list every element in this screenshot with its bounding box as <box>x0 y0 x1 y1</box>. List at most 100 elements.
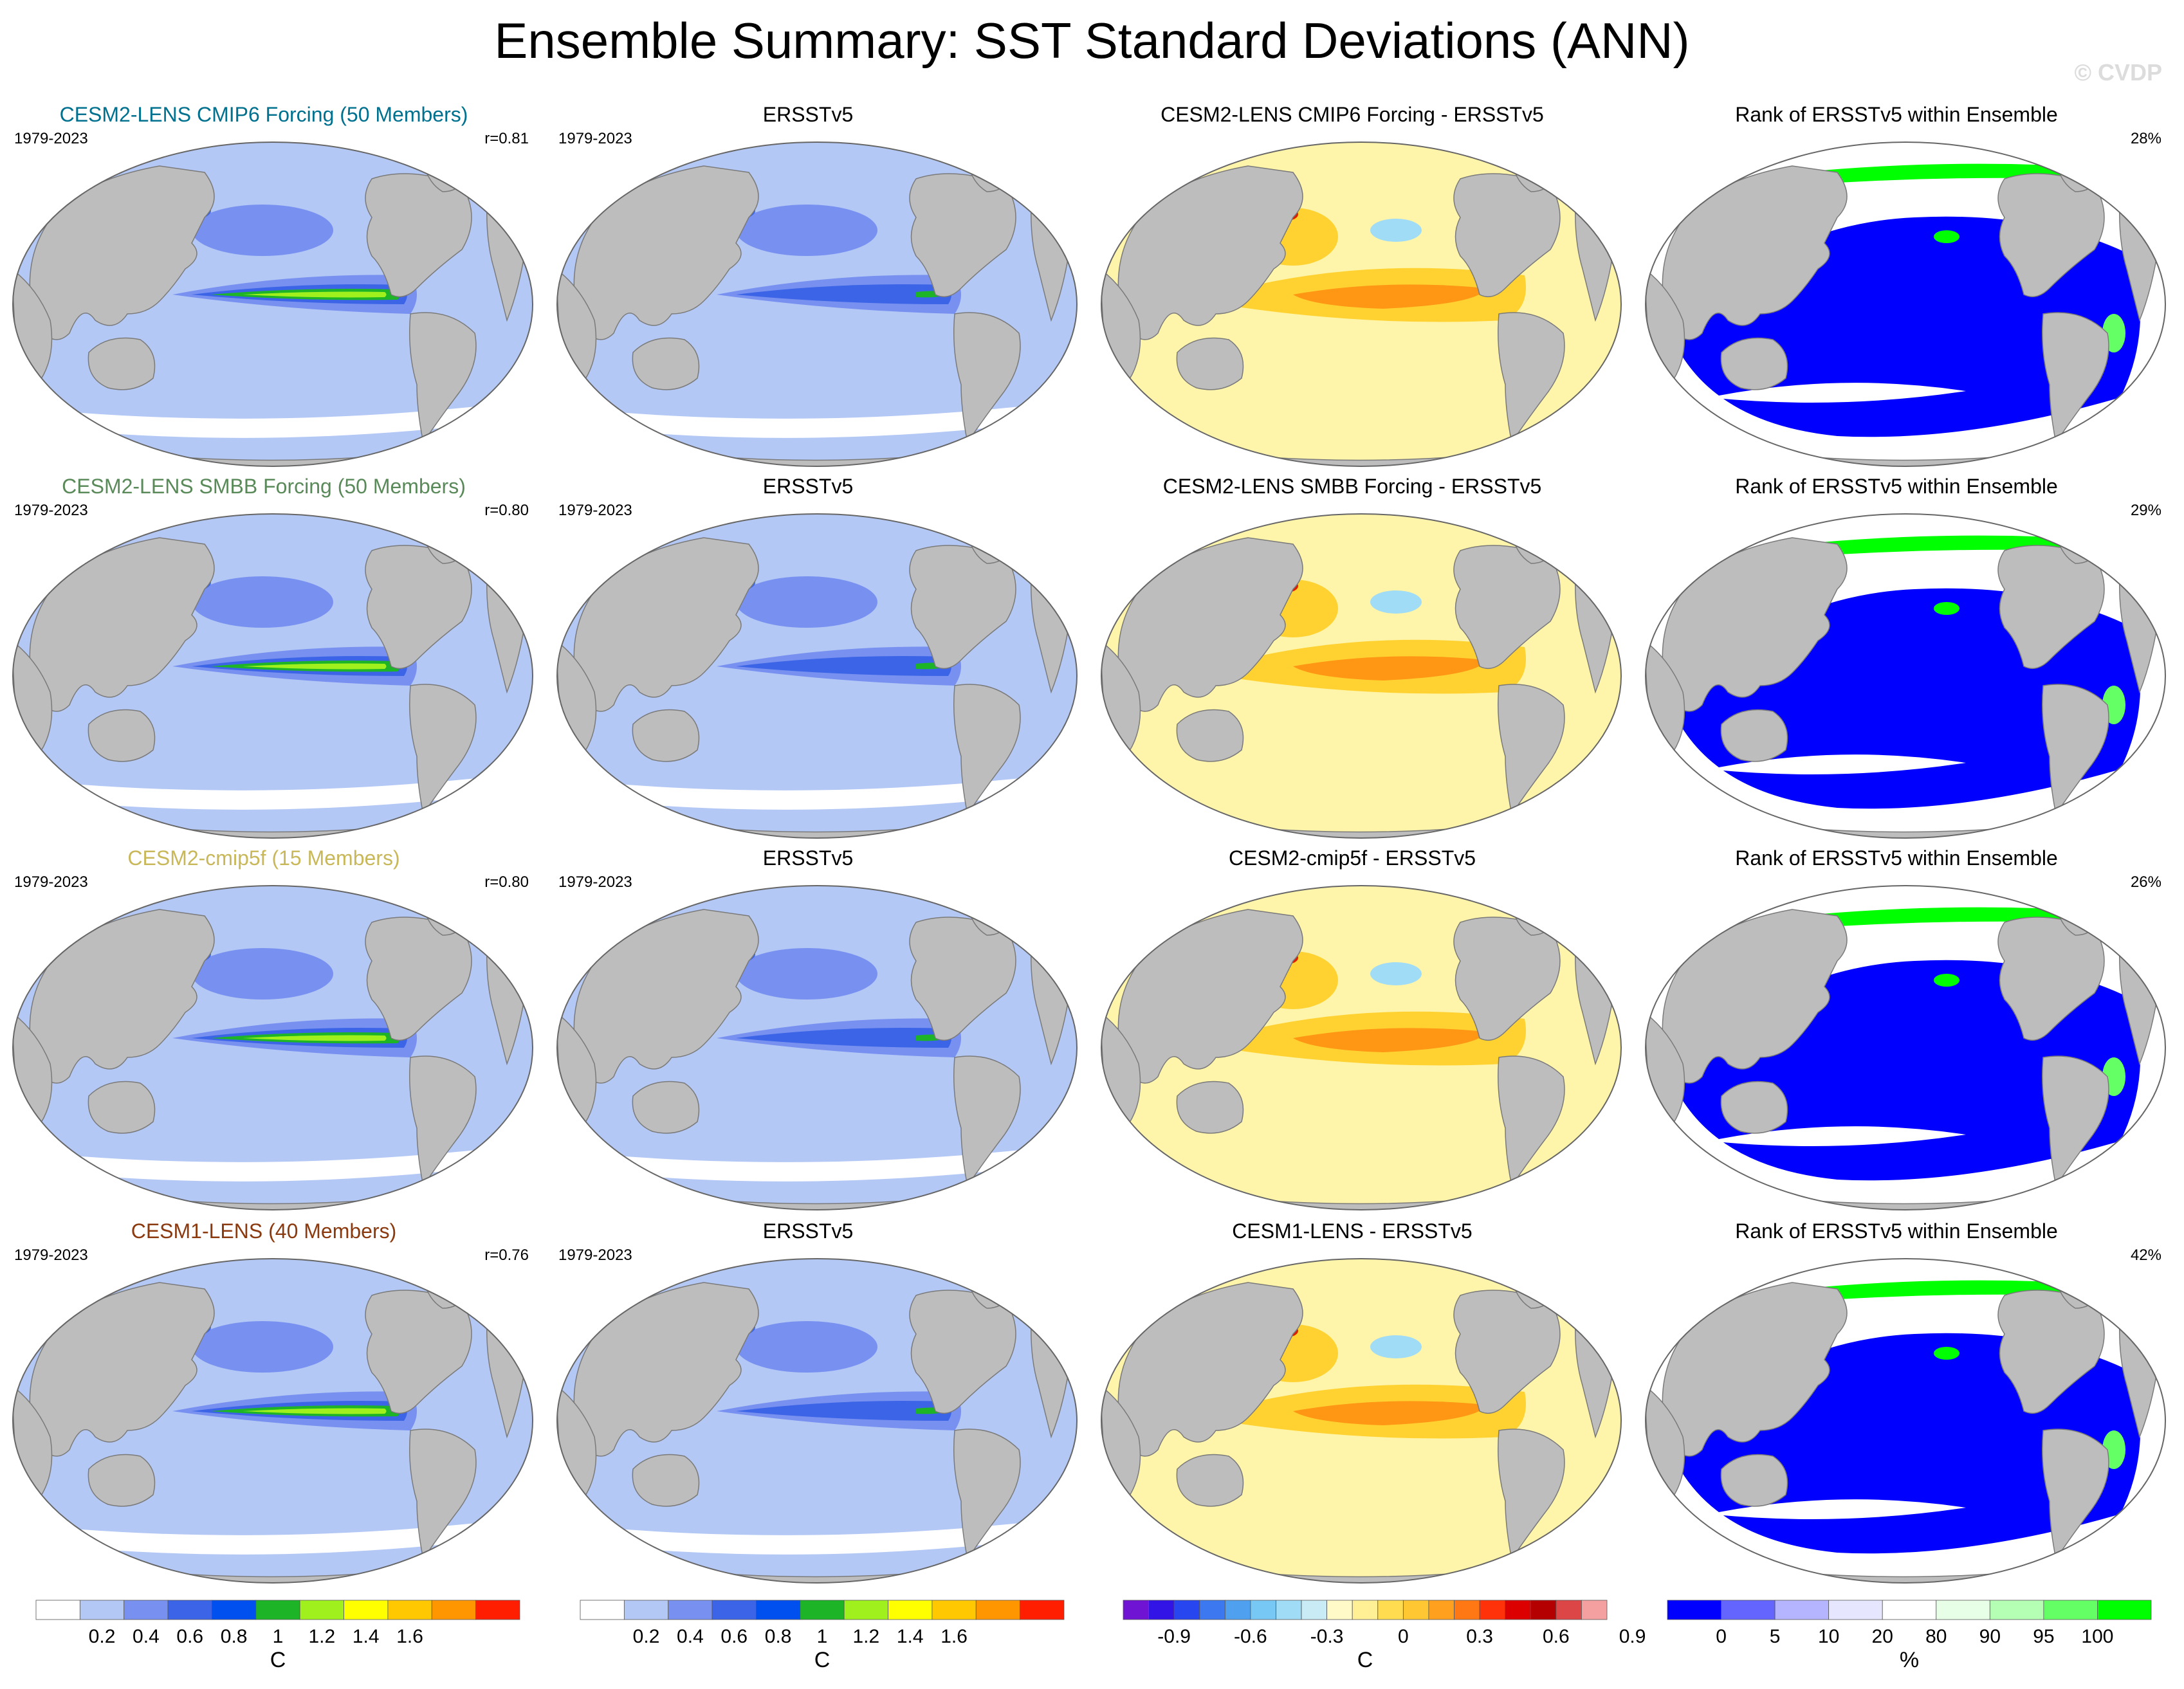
map-r2-obs-land-samerica <box>953 1055 1021 1187</box>
map-r0-diff-gulfstream-bias <box>1566 166 1586 192</box>
colorbar-0-tick: 0.4 <box>133 1626 160 1647</box>
colorbar-2-swatch <box>1505 1600 1531 1620</box>
colorbar-3-tick: 5 <box>1770 1626 1781 1647</box>
colorbar-1-swatch <box>843 1600 888 1620</box>
colorbar-2-swatch <box>1301 1600 1328 1620</box>
colorbar-2-swatch <box>1530 1600 1557 1620</box>
map-r0-obs-npacific-band <box>736 205 877 256</box>
map-r0-ensemble <box>12 142 534 467</box>
map-r1-ensemble <box>12 513 534 839</box>
colorbar-2-swatch <box>1250 1600 1276 1620</box>
colorbar-3-swatch <box>2043 1600 2098 1620</box>
map-r0-obs-southern-ocean-band <box>594 404 1045 438</box>
panel-period-r3-ensemble: 1979-2023 <box>14 1246 88 1264</box>
panel-r2-rank: Rank of ERSSTv5 within Ensemble 26% <box>1633 846 2178 1219</box>
panel-r1-ensemble: CESM2-LENS SMBB Forcing (50 Members) 1979… <box>0 475 546 848</box>
map-r1-rank-outline <box>1644 513 2167 839</box>
panel-period-r2-ensemble: 1979-2023 <box>14 873 88 891</box>
map-r1-rank-npac-high-rank <box>1934 602 1959 615</box>
colorbar-1-swatch <box>800 1600 845 1620</box>
map-r2-obs-southern-ocean-band <box>594 1147 1045 1182</box>
panel-stat-r2-rank: 26% <box>2130 873 2161 891</box>
colorbar-3-swatch <box>1828 1600 1883 1620</box>
colorbar-0-swatch <box>79 1600 125 1620</box>
map-r1-diff-land-australia <box>1176 709 1244 762</box>
colorbar-1-tick: 1 <box>817 1626 828 1647</box>
panel-title-r2-diff: CESM2-cmip5f - ERSSTv5 <box>1228 846 1476 870</box>
panel-title-r3-ensemble: CESM1-LENS (40 Members) <box>131 1219 397 1243</box>
colorbar-1-tick: 1.6 <box>941 1626 968 1647</box>
map-r1-obs-southern-ocean-band <box>594 776 1045 810</box>
map-r1-obs-land-australia <box>632 709 700 762</box>
map-r1-diff-npac-negative <box>1370 590 1422 614</box>
panel-title-r0-obs: ERSSTv5 <box>762 103 854 126</box>
map-r3-rank-outline <box>1644 1258 2167 1584</box>
map-r3-diff-land-australia <box>1176 1454 1244 1507</box>
colorbar-3-swatch <box>2097 1600 2152 1620</box>
colorbar-3-unit: % <box>1900 1648 1919 1672</box>
map-r0-ensemble-land-samerica <box>409 312 477 444</box>
map-r1-diff <box>1100 513 1622 839</box>
colorbar-0-swatch <box>387 1600 432 1620</box>
map-r1-rank-land-samerica <box>2042 684 2109 816</box>
panel-r1-rank: Rank of ERSSTv5 within Ensemble 29% <box>1633 475 2178 848</box>
map-r1-ensemble-southern-ocean-band <box>50 776 500 810</box>
map-r1-rank <box>1644 513 2167 839</box>
colorbar-1-tick: 0.4 <box>677 1626 704 1647</box>
colorbar-0-swatch <box>255 1600 300 1620</box>
map-r0-ensemble-land-australia <box>87 337 156 390</box>
panel-stat-r2-ensemble: r=0.80 <box>484 873 529 891</box>
panel-title-r2-rank: Rank of ERSSTv5 within Ensemble <box>1735 846 2058 870</box>
colorbar-1-swatch <box>623 1600 669 1620</box>
map-r1-diff-gulfstream-bias <box>1566 538 1586 563</box>
map-r0-diff-land-australia <box>1176 337 1244 390</box>
map-r3-ensemble-outline <box>12 1258 534 1584</box>
panel-period-r3-obs: 1979-2023 <box>558 1246 632 1264</box>
colorbar-1-tick: 1.2 <box>853 1626 880 1647</box>
panel-r0-diff: CESM2-LENS CMIP6 Forcing - ERSSTv5 <box>1088 103 1634 476</box>
map-r2-ensemble-outline <box>12 885 534 1210</box>
map-r1-rank-land-australia <box>1720 709 1788 762</box>
colorbar-obs-stddev: 0.2 0.4 0.6 0.8 1 1.2 1.4 1.6 C <box>580 1600 1065 1687</box>
panel-period-r1-ensemble: 1979-2023 <box>14 502 88 519</box>
colorbar-3-tick: 80 <box>1925 1626 1947 1647</box>
colorbar-3-swatch <box>1989 1600 2044 1620</box>
panel-title-r1-diff: CESM2-LENS SMBB Forcing - ERSSTv5 <box>1162 475 1542 498</box>
colorbar-2-swatch <box>1326 1600 1353 1620</box>
map-r0-obs-land-australia <box>632 337 700 390</box>
map-r0-obs <box>556 142 1078 467</box>
colorbar-2-swatch <box>1173 1600 1200 1620</box>
map-r1-ensemble-land-australia <box>87 709 156 762</box>
panel-period-r2-obs: 1979-2023 <box>558 873 632 891</box>
colorbar-2-swatch <box>1479 1600 1506 1620</box>
map-r2-diff-gulfstream-bias <box>1566 909 1586 935</box>
panel-stat-r1-rank: 29% <box>2130 502 2161 519</box>
map-r0-rank-npac-high-rank <box>1934 230 1959 243</box>
map-r0-ensemble-southern-ocean-band <box>50 404 500 438</box>
panel-stat-r0-rank: 28% <box>2130 130 2161 147</box>
map-r0-obs-outline <box>556 142 1078 467</box>
map-r2-obs-land-australia <box>632 1081 700 1134</box>
map-r3-obs-npacific-band <box>736 1321 877 1373</box>
colorbar-0-tick: 1 <box>273 1626 284 1647</box>
colorbar-2-swatch <box>1148 1600 1175 1620</box>
colorbar-2-swatch <box>1352 1600 1379 1620</box>
map-r2-ensemble-npacific-band <box>192 948 333 1000</box>
map-r0-ensemble-enso-peak <box>243 291 387 298</box>
panel-r3-rank: Rank of ERSSTv5 within Ensemble 42% <box>1633 1219 2178 1593</box>
map-r3-rank-land-samerica <box>2042 1429 2109 1560</box>
colorbar-rank: 0 5 10 20 80 90 95 100% <box>1667 1600 2152 1687</box>
colorbar-3-tick: 90 <box>1979 1626 2001 1647</box>
map-r1-rank-southern-white-streak <box>1709 754 1966 774</box>
panel-title-r1-obs: ERSSTv5 <box>762 475 854 498</box>
colorbar-1-swatch <box>1020 1600 1065 1620</box>
map-r2-rank-npac-high-rank <box>1934 974 1959 987</box>
map-r0-rank-outline <box>1644 142 2167 467</box>
map-r3-ensemble-npacific-band <box>192 1321 333 1373</box>
colorbar-0-tick: 0.6 <box>176 1626 203 1647</box>
colorbar-3-tick: 0 <box>1716 1626 1727 1647</box>
map-r2-obs-enso-mid <box>736 1028 951 1048</box>
panel-title-r3-obs: ERSSTv5 <box>762 1219 854 1243</box>
panel-r3-ensemble: CESM1-LENS (40 Members) 1979-2023 r=0.76 <box>0 1219 546 1593</box>
map-r2-ensemble-land-samerica <box>409 1055 477 1187</box>
